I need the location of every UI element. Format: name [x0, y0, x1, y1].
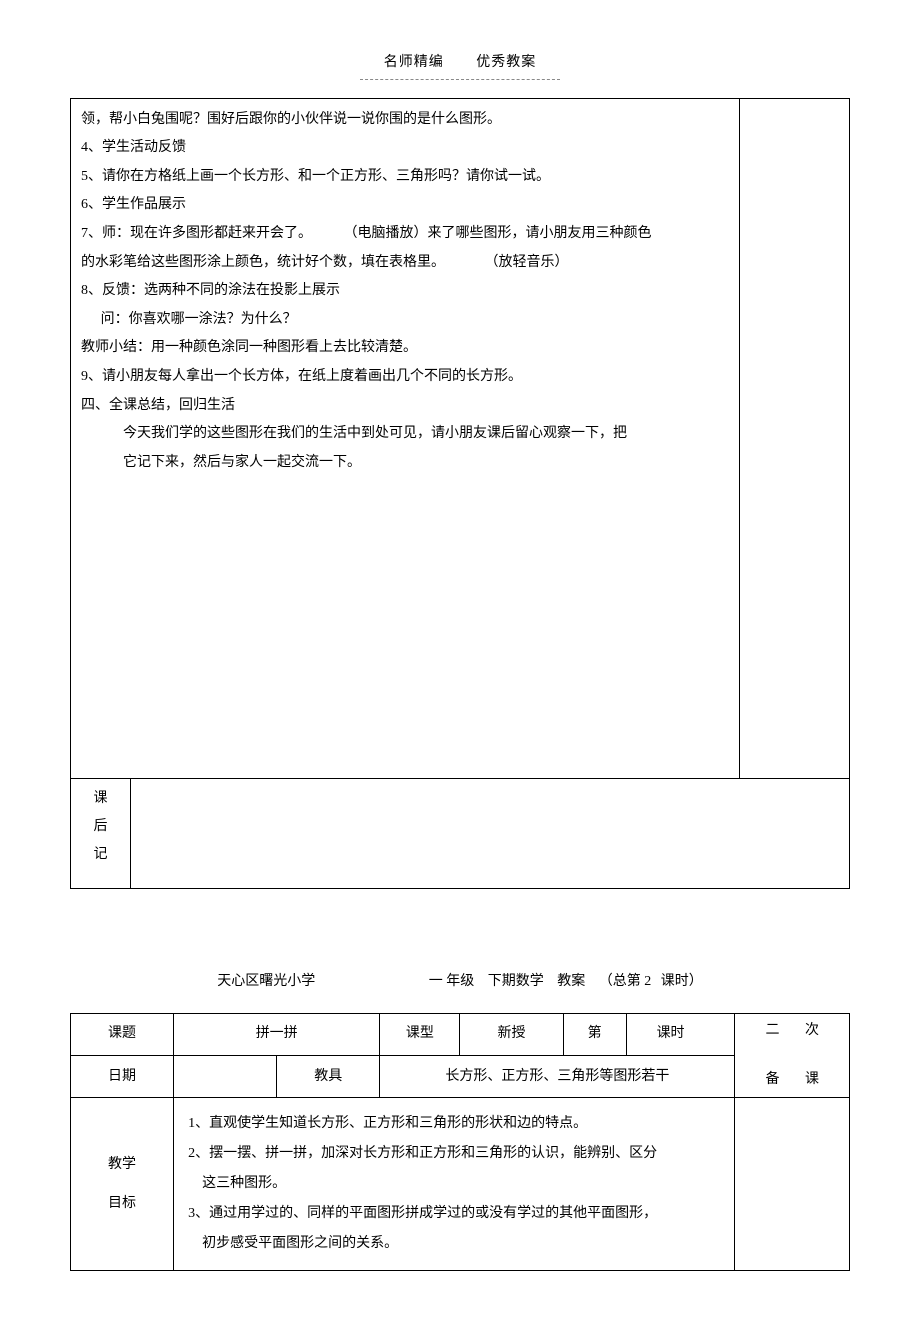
line-6b: （放轻音乐）: [485, 255, 569, 270]
line-5a: 7、师：现在许多图形都赶来开会了。: [81, 226, 312, 241]
r1-right-col: 二 次 备 课: [735, 1014, 850, 1098]
line-1: 领，帮小白兔围呢？围好后跟你的小伙伴说一说你围的是什么图形。: [81, 107, 729, 134]
r3-objectives: 1、直观使学生知道长方形、正方形和三角形的形状和边的特点。 2、摆一摆、拼一拼，…: [174, 1098, 735, 1271]
header-left: 名师精编: [384, 55, 444, 70]
line-5b: （电脑播放）来了哪些图形，请小朋友用三种颜色: [344, 226, 652, 241]
r1-period-prefix: 第: [563, 1014, 626, 1056]
r1-topic-label: 课题: [71, 1014, 174, 1056]
page-header: 名师精编 优秀教案: [70, 50, 850, 80]
r2-date-label: 日期: [71, 1056, 174, 1098]
r2-bei: 备: [765, 1072, 779, 1087]
header-right: 优秀教案: [476, 55, 536, 70]
after-label-char1: 课: [81, 785, 120, 813]
line-8: 问：你喜欢哪一涂法？为什么？: [81, 307, 729, 334]
line-2: 4、学生活动反馈: [81, 135, 729, 162]
right-margin-cell: [740, 98, 850, 778]
obj-2: 2、摆一摆、拼一拼，加深对长方形和正方形和三角形的认识，能辨别、区分: [188, 1140, 720, 1168]
r3-label-l1: 教学: [79, 1145, 165, 1184]
r2-tool-value: 长方形、正方形、三角形等图形若干: [380, 1056, 735, 1098]
after-row: 课 后 记: [71, 778, 850, 888]
section-title: 天心区曙光小学 一 年级 下期数学 教案 （总第 2 课时）: [70, 969, 850, 996]
line-12: 今天我们学的这些图形在我们的生活中到处可见，请小朋友课后留心观察一下，把: [81, 421, 729, 448]
r2-date-value: [174, 1056, 277, 1098]
line-7: 8、反馈：选两种不同的涂法在投影上展示: [81, 278, 729, 305]
line-11: 四、全课总结，回归生活: [81, 393, 729, 420]
after-label-char2: 后: [81, 813, 120, 841]
table2-row2: 日期 教具 长方形、正方形、三角形等图形若干: [71, 1056, 850, 1098]
obj-3b: 初步感受平面图形之间的关系。: [188, 1230, 720, 1258]
r1-ci: 次: [805, 1023, 819, 1038]
content-cell: 领，帮小白兔围呢？围好后跟你的小伙伴说一说你围的是什么图形。 4、学生活动反馈 …: [71, 98, 740, 778]
line-5: 7、师：现在许多图形都赶来开会了。 （电脑播放）来了哪些图形，请小朋友用三种颜色: [81, 221, 729, 248]
r1-period-suffix: 课时: [626, 1014, 735, 1056]
header-divider: [360, 79, 560, 80]
line-6: 的水彩笔给这些图形涂上颜色，统计好个数，填在表格里。 （放轻音乐）: [81, 250, 729, 277]
lesson-info-table: 课题 拼一拼 课型 新授 第 课时 二 次 备 课 日期 教具 长方形、正方形、…: [70, 1013, 850, 1271]
r1-type-value: 新授: [460, 1014, 563, 1056]
line-10: 9、请小朋友每人拿出一个长方体，在纸上度着画出几个不同的长方形。: [81, 364, 729, 391]
line-9: 教师小结：用一种颜色涂同一种图形看上去比较清楚。: [81, 335, 729, 362]
title-total-suffix: 课时）: [661, 969, 703, 996]
table2-row1: 课题 拼一拼 课型 新授 第 课时 二 次 备 课: [71, 1014, 850, 1056]
after-label: 课 后 记: [71, 778, 131, 888]
title-type: 教案: [557, 969, 585, 996]
r3-right-col: [735, 1098, 850, 1271]
obj-1: 1、直观使学生知道长方形、正方形和三角形的形状和边的特点。: [188, 1110, 720, 1138]
r1-er: 二: [765, 1023, 779, 1038]
r1-topic-value: 拼一拼: [174, 1014, 380, 1056]
r1-type-label: 课型: [380, 1014, 460, 1056]
table2-row3: 教学 目标 1、直观使学生知道长方形、正方形和三角形的形状和边的特点。 2、摆一…: [71, 1098, 850, 1271]
main-content-table: 领，帮小白兔围呢？围好后跟你的小伙伴说一说你围的是什么图形。 4、学生活动反馈 …: [70, 98, 850, 889]
title-total-prefix: （总第: [599, 969, 641, 996]
title-school: 天心区曙光小学: [217, 969, 315, 996]
line-3: 5、请你在方格纸上画一个长方形、和一个正方形、三角形吗？请你试一试。: [81, 164, 729, 191]
r2-ke: 课: [805, 1072, 819, 1087]
r2-tool-label: 教具: [277, 1056, 380, 1098]
after-label-char3: 记: [81, 841, 120, 869]
r3-label-l2: 目标: [79, 1184, 165, 1223]
line-6a: 的水彩笔给这些图形涂上颜色，统计好个数，填在表格里。: [81, 255, 445, 270]
after-content: [131, 778, 850, 888]
r3-objective-label: 教学 目标: [71, 1098, 174, 1271]
line-4: 6、学生作品展示: [81, 192, 729, 219]
obj-3: 3、通过用学过的、同样的平面图形拼成学过的或没有学过的其他平面图形，: [188, 1200, 720, 1228]
line-13: 它记下来，然后与家人一起交流一下。: [81, 450, 729, 477]
title-grade: 一 年级: [429, 969, 475, 996]
obj-2b: 这三种图形。: [188, 1170, 720, 1198]
title-period: 下期数学: [488, 969, 544, 996]
title-total-num: 2: [644, 969, 651, 996]
